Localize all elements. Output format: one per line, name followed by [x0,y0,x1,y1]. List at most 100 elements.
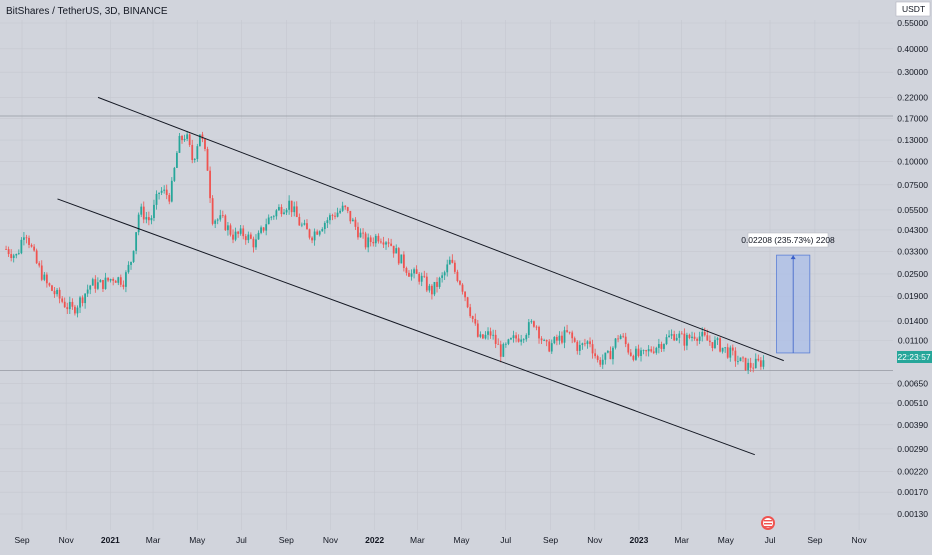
candle-body [295,206,298,218]
candle-body [545,339,548,342]
candle-body [657,344,660,348]
candle-body [374,235,377,244]
candle-body [232,234,234,240]
candle-body [252,238,255,248]
candle-body [71,301,74,307]
candle-body [79,297,81,308]
candle-body [512,335,515,339]
candle-body [446,264,449,273]
candle-body [209,170,211,199]
candle-body [474,318,477,324]
candle-body [418,273,421,282]
candle-body [137,214,140,233]
candle-body [58,289,61,299]
candle-body [494,334,497,344]
y-tick-label: 0.30000 [897,67,928,77]
candle-body [270,216,273,218]
candle-body [729,347,732,358]
candle-body [691,336,693,338]
candle-body [306,223,308,230]
candle-body [484,334,487,339]
candle-body [652,351,655,353]
candle-body [408,272,410,277]
candle-body [265,224,268,231]
candle-body [731,347,734,351]
candle-body [354,219,357,227]
flag-icon[interactable] [761,516,775,530]
candle-body [109,279,112,281]
candle-body [35,250,38,264]
candle-body [147,217,150,221]
currency-badge[interactable] [895,1,931,17]
candle-body [387,242,390,244]
candle-body [515,335,517,339]
candle-body [117,277,120,283]
candle-body [290,200,293,213]
candle-body [578,344,581,351]
candle-body [188,134,191,145]
candle-body [211,198,214,224]
candle-body [510,338,512,340]
candle-body [400,254,403,264]
candle-body [86,289,89,294]
candle-body [499,344,502,357]
candle-body [402,254,405,269]
y-tick-label: 0.00220 [897,466,928,476]
upper-channel-line[interactable] [97,96,784,362]
candle-body [757,358,760,361]
candle-body [629,352,632,356]
candle-body [668,335,670,338]
candle-body [260,227,262,233]
candle-body [112,279,115,281]
candle-body [716,338,719,340]
candle-body [678,333,681,338]
candle-body [543,339,546,341]
candle-body [535,326,538,328]
measure-arrowhead [790,255,796,260]
candle-body [193,158,196,160]
candle-body [219,215,222,220]
candle-body [504,343,507,345]
measure-label-box [747,232,829,248]
candle-body [298,217,301,226]
candle-body [517,338,520,342]
candle-body [181,135,183,141]
candle-body [122,284,125,287]
candle-body [56,289,58,295]
candle-body [642,350,645,351]
candle-body [645,350,648,352]
candle-body [724,347,727,349]
currency-label: USDT [902,4,925,14]
candle-body [413,269,415,274]
candle-body [489,331,492,336]
candle-body [198,134,201,147]
y-tick-label: 0.00390 [897,420,928,430]
candle-body [622,335,625,337]
candle-body [476,323,479,337]
candle-body [99,280,102,283]
candle-body [176,152,178,168]
candle-body [163,189,166,191]
candle-body [471,316,474,319]
lower-channel-line[interactable] [57,198,755,456]
candle-body [91,279,94,286]
candle-body [275,210,278,217]
candle-body [520,339,523,342]
candle-body [114,280,117,283]
candle-body [686,334,688,346]
y-tick-label: 0.01100 [898,336,928,346]
candle-body [94,279,97,289]
x-tick-label: Mar [410,535,425,545]
candle-body [221,215,224,217]
candle-body [369,237,372,242]
candle-body [23,237,25,240]
candle-body [66,307,69,310]
candle-body [660,344,663,349]
x-tick-label: May [189,535,206,545]
candle-body [214,220,217,224]
candle-body [637,348,640,356]
candle-body [663,344,665,349]
candle-body [650,349,653,352]
